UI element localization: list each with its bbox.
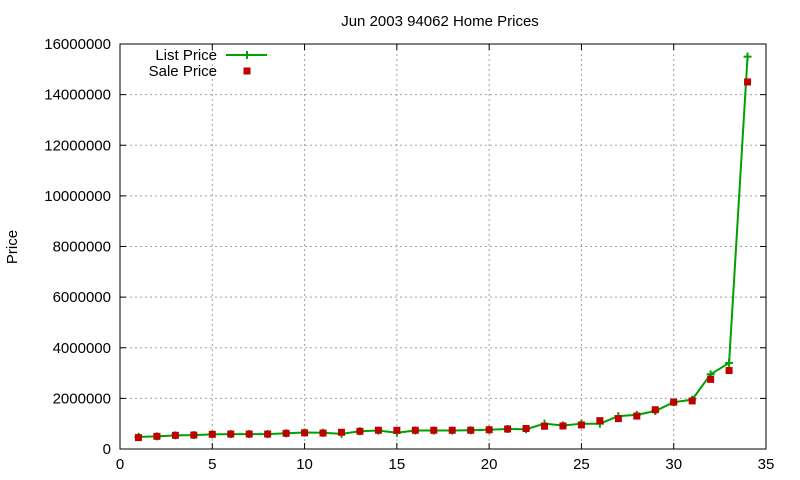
sale-price-point [541, 422, 549, 430]
sale-price-point [430, 426, 438, 434]
x-tick-label: 10 [296, 456, 313, 473]
y-tick-label: 8000000 [53, 239, 111, 256]
chart-title: Jun 2003 94062 Home Prices [341, 13, 539, 30]
sale-price-point [393, 426, 401, 434]
legend-marker-sale-price [243, 67, 251, 75]
sale-price-point [319, 429, 327, 437]
sale-price-point [633, 412, 641, 420]
grid [120, 44, 766, 449]
y-tick-label: 6000000 [53, 289, 111, 306]
y-tick-label: 16000000 [44, 36, 111, 53]
list-price-point [725, 358, 734, 367]
sale-price-point [282, 429, 290, 437]
sale-price-point [670, 398, 678, 406]
sale-price-point [411, 426, 419, 434]
sale-price-point [134, 434, 142, 442]
sale-price-point [688, 397, 696, 405]
x-tick-label: 0 [116, 456, 124, 473]
sale-price-point [245, 430, 253, 438]
sale-price-point [596, 417, 604, 425]
sale-price-point [264, 430, 272, 438]
sale-price-point [301, 429, 309, 437]
sale-price-point [651, 406, 659, 414]
sale-price-point [725, 367, 733, 375]
list-price-line [138, 56, 749, 438]
x-tick-label: 30 [665, 456, 682, 473]
sale-price-point [522, 424, 530, 432]
sale-price-point [190, 431, 198, 439]
list-price-point [743, 52, 752, 61]
sale-price-point [171, 431, 179, 439]
x-tick-label: 15 [389, 456, 406, 473]
sale-price-point [467, 426, 475, 434]
x-tick-label: 35 [758, 456, 775, 473]
x-tick-label: 20 [481, 456, 498, 473]
axis-ticks: 0 5 10 15 20 25 30 35 0 2000000 4000000 6000000 8000… [44, 36, 774, 473]
y-tick-label: 12000000 [44, 137, 111, 154]
x-tick-label: 25 [573, 456, 590, 473]
sale-price-point [337, 428, 345, 436]
y-tick-label: 2000000 [53, 390, 111, 407]
sale-price-point [485, 426, 493, 434]
series-group [134, 52, 752, 442]
sale-price-point [448, 426, 456, 434]
sale-price-point [356, 427, 364, 435]
sale-price-point [559, 422, 567, 430]
sale-price-point [208, 430, 216, 438]
sale-price-point [744, 78, 752, 86]
sale-price-point [153, 432, 161, 440]
sale-price-point [227, 430, 235, 438]
y-axis-label: Price [4, 230, 21, 264]
sale-price-point [504, 425, 512, 433]
sale-price-point [577, 421, 585, 429]
sale-price-point [614, 415, 622, 423]
sale-price-point [707, 375, 715, 383]
y-tick-label: 14000000 [44, 87, 111, 104]
y-tick-label: 10000000 [44, 188, 111, 205]
sale-price-point [374, 426, 382, 434]
legend-label-list-price: List Price [155, 47, 217, 64]
y-tick-label: 4000000 [53, 340, 111, 357]
x-tick-label: 5 [208, 456, 216, 473]
legend-label-sale-price: Sale Price [149, 63, 217, 80]
y-tick-label: 0 [103, 441, 111, 458]
